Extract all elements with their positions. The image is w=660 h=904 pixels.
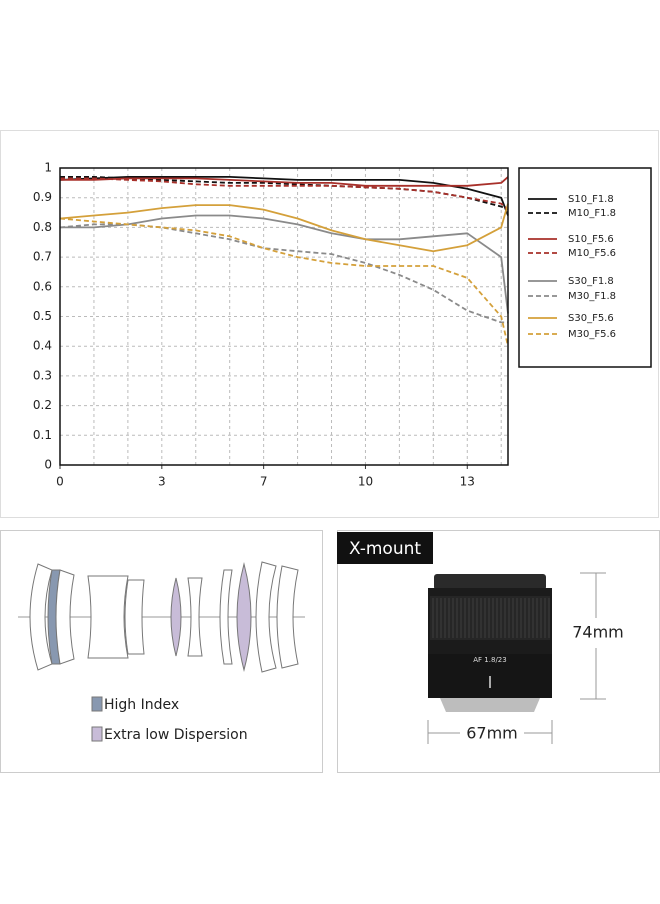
legend-label: M30_F5.6 [568, 329, 616, 340]
series-line [59, 217, 509, 347]
series-line [59, 176, 509, 216]
legend-label: M10_F5.6 [568, 248, 616, 259]
series-line [60, 176, 509, 187]
legend: S10_F1.8 M10_F1.8 S10_F5.6 M10_F5.6 S30_F1.8… [528, 194, 616, 340]
optics-legend-label: Extra low Dispersion [104, 727, 248, 743]
width-label: 67mm [466, 724, 518, 743]
lens-element [236, 562, 252, 672]
legend-label: S30_F5.6 [568, 313, 614, 324]
y-tick-label: 0 [44, 458, 52, 472]
optics-legend-label: High Index [104, 697, 179, 713]
plot-frame [59, 167, 509, 466]
lens-element [55, 569, 75, 665]
series-line [59, 203, 509, 253]
x-tick-label: 7 [260, 475, 268, 489]
legend-label: S10_F5.6 [568, 234, 614, 245]
lens-marking: AF 1.8/23 [473, 656, 506, 664]
lens-element [276, 565, 299, 669]
legend-label: M30_F1.8 [568, 291, 616, 302]
y-tick-label: 0.3 [33, 368, 52, 382]
y-tick-label: 0.9 [33, 190, 52, 204]
legend-label: S10_F1.8 [568, 194, 614, 205]
lens-element [124, 579, 145, 655]
lens-element [29, 563, 53, 671]
mount-label: X-mount [349, 539, 421, 559]
optical-diagram [18, 561, 305, 742]
lens-photo [428, 574, 552, 712]
dimension-lines [427, 572, 606, 744]
legend-swatch [91, 696, 103, 712]
x-tick-label: 0 [56, 475, 64, 489]
lens-element [187, 577, 203, 657]
series-line [60, 177, 509, 211]
x-tick-label: 10 [358, 475, 373, 489]
y-tick-label: 1 [44, 161, 52, 175]
mount-badge [337, 532, 433, 564]
lens-element [87, 575, 129, 659]
mtf-chart: 00.10.20.30.40.50.60.70.80.910 3 7 10 13 [33, 161, 509, 489]
series-line [59, 223, 508, 324]
series-line [60, 214, 509, 314]
chart-panel [0, 130, 659, 518]
x-tick-label: 3 [158, 475, 166, 489]
lens-element [255, 561, 277, 673]
legend-swatch [91, 726, 103, 742]
y-tick-label: 0.1 [33, 428, 52, 442]
y-tick-label: 0.4 [33, 339, 52, 353]
y-tick-label: 0.5 [33, 309, 52, 323]
optics-panel [0, 530, 323, 773]
y-tick-label: 0.7 [33, 250, 52, 264]
legend-label: M10_F1.8 [568, 208, 616, 219]
y-tick-label: 0.8 [33, 220, 52, 234]
lens-element [170, 577, 182, 657]
legend-label: S30_F1.8 [568, 276, 614, 287]
height-label: 74mm [572, 623, 624, 642]
y-tick-label: 0.6 [33, 279, 52, 293]
y-tick-label: 0.2 [33, 398, 52, 412]
x-tick-label: 13 [460, 475, 475, 489]
lens-element [219, 569, 233, 665]
